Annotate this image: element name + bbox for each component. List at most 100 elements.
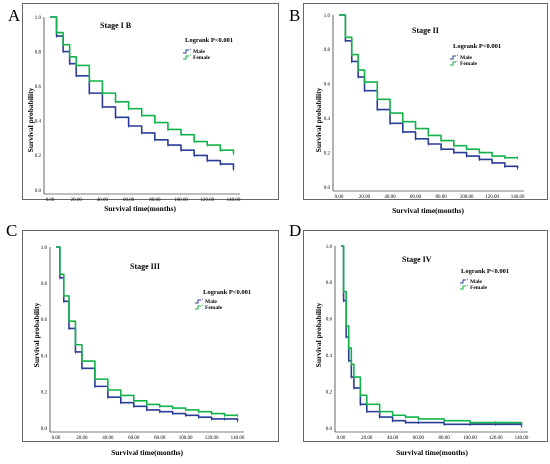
- x-tick-label: 120.00: [205, 436, 219, 441]
- y-tick-label: 0.8: [41, 282, 48, 287]
- x-tick-label: 100.00: [179, 436, 193, 441]
- y-axis-title: Survival probability: [314, 87, 323, 152]
- legend-label: Female: [193, 55, 211, 61]
- x-axis-title: Survival time(months): [104, 204, 176, 213]
- logrank-annotation: Logrank P<0.001: [461, 268, 509, 275]
- x-tick-label: 80.00: [435, 195, 447, 200]
- legend-marker: +: [456, 59, 459, 64]
- legend-marker: +: [189, 47, 192, 52]
- panel-frame: [303, 3, 548, 200]
- legend-swatch: [195, 299, 201, 304]
- y-tick-label: 0.6: [324, 83, 331, 88]
- y-tick-label: 0.8: [324, 48, 331, 53]
- logrank-annotation: Logrank P<0.001: [203, 289, 251, 296]
- logrank-annotation: Logrank P<0.001: [453, 43, 501, 50]
- legend-marker: +: [466, 283, 469, 288]
- x-tick-label: 20.00: [76, 436, 88, 441]
- survival-curve-male: [56, 246, 239, 421]
- legend-swatch: [183, 49, 189, 54]
- chart-title: Stage II: [412, 26, 439, 35]
- x-tick-label: 60.00: [128, 436, 140, 441]
- panel-frame: [22, 3, 279, 200]
- x-axis-title: Survival time(months): [396, 448, 468, 457]
- y-tick-label: 0.4: [35, 120, 42, 125]
- legend-marker: +: [456, 53, 459, 58]
- y-tick-label: 0.0: [326, 427, 333, 432]
- y-tick-label: 0.4: [324, 117, 331, 122]
- y-tick-label: 1.0: [35, 16, 42, 21]
- legend-swatch: [450, 55, 456, 60]
- panel-letter: A: [8, 6, 21, 25]
- legend-label: Male: [205, 299, 217, 305]
- x-tick-label: 20.00: [71, 198, 83, 203]
- legend-label: Female: [470, 285, 488, 291]
- y-tick-label: 0.2: [324, 151, 331, 156]
- x-tick-label: 100.00: [460, 195, 474, 200]
- logrank-annotation: Logrank P<0.001: [185, 37, 233, 44]
- y-tick-label: 0.2: [326, 390, 333, 395]
- x-tick-label: 80.00: [439, 436, 451, 441]
- y-tick-label: 0.6: [326, 318, 333, 323]
- x-tick-label: 40.00: [387, 436, 399, 441]
- x-tick-label: 0.00: [52, 436, 61, 441]
- x-tick-label: 20.00: [359, 195, 371, 200]
- y-tick-label: 0.0: [41, 427, 48, 432]
- x-tick-label: 120.00: [489, 436, 503, 441]
- x-tick-label: 0.00: [337, 436, 346, 441]
- x-tick-label: 140.00: [515, 436, 529, 441]
- legend-swatch: [195, 305, 201, 310]
- y-tick-label: 1.0: [326, 245, 333, 250]
- legend-label: Male: [460, 55, 472, 61]
- x-tick-label: 100.00: [463, 436, 477, 441]
- panel-letter: D: [289, 221, 302, 240]
- legend-label: Female: [460, 61, 478, 67]
- x-tick-label: 100.00: [174, 198, 188, 203]
- y-tick-label: 1.0: [41, 246, 48, 251]
- legend-swatch: [450, 61, 456, 66]
- chart-title: Stage IV: [402, 255, 432, 264]
- legend-marker: +: [201, 297, 204, 302]
- x-tick-label: 60.00: [410, 195, 422, 200]
- x-tick-label: 60.00: [123, 198, 135, 203]
- y-tick-label: 0.4: [41, 354, 48, 359]
- y-axis-title: Survival probability: [26, 87, 35, 152]
- y-tick-label: 0.6: [41, 318, 48, 323]
- y-axis-title: Survival probability: [32, 302, 41, 367]
- y-tick-label: 0.8: [35, 50, 42, 55]
- x-tick-label: 80.00: [154, 436, 166, 441]
- panel-letter: C: [6, 221, 18, 240]
- x-tick-label: 140.00: [511, 195, 525, 200]
- y-tick-label: 0.2: [35, 154, 42, 159]
- y-tick-label: 0.2: [41, 391, 48, 396]
- x-tick-label: 20.00: [361, 436, 373, 441]
- x-axis-title: Survival time(months): [111, 448, 183, 457]
- y-tick-label: 0.0: [324, 186, 331, 191]
- y-tick-label: 0.8: [326, 281, 333, 286]
- y-tick-label: 1.0: [324, 14, 331, 19]
- panel-letter: B: [289, 6, 301, 25]
- legend-swatch: [460, 279, 466, 284]
- km-panel: 0.00 20.00 40.00 60.00 80.00 100.00 120.00 140.…: [32, 246, 251, 457]
- legend-swatch: [460, 285, 466, 290]
- legend-marker: +: [189, 53, 192, 58]
- legend-swatch: [183, 55, 189, 60]
- y-tick-label: 0.0: [35, 189, 42, 194]
- km-panel: 0.00 20.00 40.00 60.00 80.00 100.00 120.00 140.…: [314, 245, 529, 457]
- legend-marker: +: [466, 277, 469, 282]
- x-tick-label: 140.00: [231, 436, 245, 441]
- legend-label: Male: [470, 279, 482, 285]
- y-axis-title: Survival probability: [314, 302, 323, 367]
- x-tick-label: 140.00: [227, 198, 241, 203]
- legend-marker: +: [201, 303, 204, 308]
- x-tick-label: 60.00: [413, 436, 425, 441]
- chart-title: Stage I B: [100, 21, 132, 30]
- x-tick-label: 40.00: [102, 436, 114, 441]
- x-tick-label: 40.00: [384, 195, 396, 200]
- x-axis-title: Survival time(months): [392, 206, 464, 215]
- survival-curve-female: [341, 245, 523, 425]
- x-tick-label: 80.00: [149, 198, 161, 203]
- x-tick-label: 0.00: [335, 195, 344, 200]
- panel-frame: [22, 230, 279, 442]
